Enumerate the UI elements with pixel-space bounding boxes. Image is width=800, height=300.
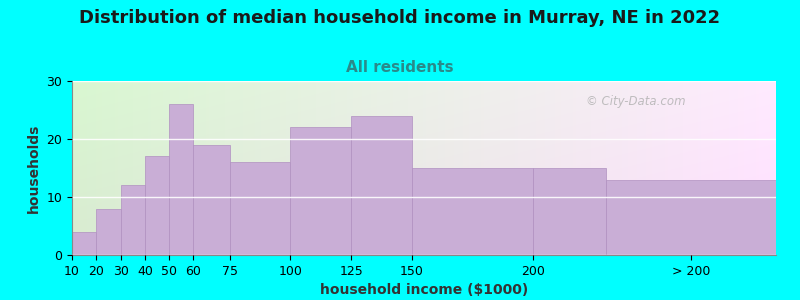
Bar <box>534 168 606 255</box>
Y-axis label: households: households <box>27 123 41 213</box>
X-axis label: household income ($1000): household income ($1000) <box>320 283 528 297</box>
Bar <box>194 145 230 255</box>
Bar <box>72 232 96 255</box>
Text: Distribution of median household income in Murray, NE in 2022: Distribution of median household income … <box>79 9 721 27</box>
Bar <box>412 168 534 255</box>
Text: All residents: All residents <box>346 60 454 75</box>
Text: © City-Data.com: © City-Data.com <box>586 95 686 108</box>
Bar <box>169 104 194 255</box>
Bar <box>96 208 121 255</box>
Bar <box>230 162 290 255</box>
Bar <box>351 116 412 255</box>
Bar <box>606 180 776 255</box>
Bar <box>145 156 169 255</box>
Bar <box>290 128 351 255</box>
Bar <box>121 185 145 255</box>
